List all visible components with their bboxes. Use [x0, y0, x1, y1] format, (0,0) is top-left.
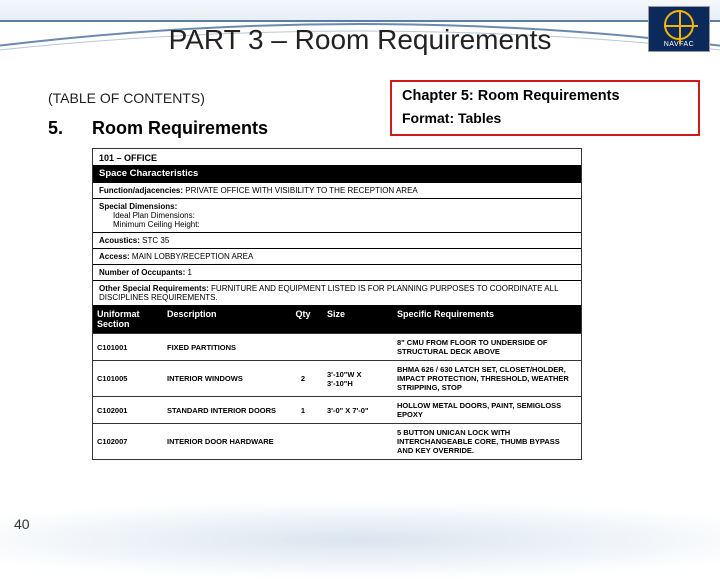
- special-dim-label: Special Dimensions:: [99, 202, 575, 211]
- cell-qty: 1: [283, 402, 323, 419]
- access-value: MAIN LOBBY/RECEPTION AREA: [132, 252, 253, 261]
- table-row: C102007 INTERIOR DOOR HARDWARE 5 BUTTON …: [93, 423, 581, 459]
- callout-line-1: Chapter 5: Room Requirements: [402, 88, 688, 104]
- space-characteristics-header: Space Characteristics: [93, 165, 581, 182]
- cell-desc: INTERIOR WINDOWS: [163, 370, 283, 387]
- cell-desc: INTERIOR DOOR HARDWARE: [163, 433, 283, 450]
- footer-glow: [0, 500, 720, 580]
- cell-spec: HOLLOW METAL DOORS, PAINT, SEMIGLOSS EPO…: [393, 397, 581, 423]
- occupants-label: Number of Occupants:: [99, 268, 185, 277]
- slide-number: 40: [14, 516, 30, 532]
- room-code: 101 – OFFICE: [93, 149, 581, 165]
- callout-line-2: Format: Tables: [402, 110, 688, 126]
- th-size: Size: [323, 305, 393, 333]
- room-spec-document: 101 – OFFICE Space Characteristics Funct…: [92, 148, 582, 460]
- cell-size: [323, 438, 393, 446]
- th-uniformat: Uniformat Section: [93, 305, 163, 333]
- cell-spec: 8" CMU FROM FLOOR TO UNDERSIDE OF STRUCT…: [393, 334, 581, 360]
- special-dim-a: Ideal Plan Dimensions:: [99, 211, 575, 220]
- field-occupants: Number of Occupants: 1: [93, 264, 581, 280]
- cell-qty: [283, 438, 323, 446]
- function-value: PRIVATE OFFICE WITH VISIBILITY TO THE RE…: [185, 186, 418, 195]
- cell-code: C101005: [93, 370, 163, 387]
- special-dim-b: Minimum Ceiling Height:: [99, 220, 575, 229]
- field-acoustics: Acoustics: STC 35: [93, 232, 581, 248]
- acoustics-label: Acoustics:: [99, 236, 140, 245]
- cell-size: 3'-10"W X 3'-10"H: [323, 366, 393, 392]
- cell-qty: 2: [283, 370, 323, 387]
- access-label: Access:: [99, 252, 130, 261]
- cell-qty: [283, 343, 323, 351]
- table-row: C102001 STANDARD INTERIOR DOORS 1 3'-0" …: [93, 396, 581, 423]
- cell-code: C102001: [93, 402, 163, 419]
- other-label: Other Special Requirements:: [99, 284, 209, 293]
- th-description: Description: [163, 305, 283, 333]
- cell-size: [323, 343, 393, 351]
- th-specific: Specific Requirements: [393, 305, 581, 333]
- section-number: 5.: [48, 118, 63, 139]
- callout-box: Chapter 5: Room Requirements Format: Tab…: [390, 80, 700, 136]
- occupants-value: 1: [187, 268, 191, 277]
- cell-code: C101001: [93, 339, 163, 356]
- field-access: Access: MAIN LOBBY/RECEPTION AREA: [93, 248, 581, 264]
- acoustics-value: STC 35: [142, 236, 169, 245]
- function-label: Function/adjacencies:: [99, 186, 183, 195]
- cell-size: 3'-0" X 7'-0": [323, 402, 393, 419]
- field-other: Other Special Requirements: FURNITURE AN…: [93, 280, 581, 305]
- table-header-row: Uniformat Section Description Qty Size S…: [93, 305, 581, 333]
- toc-label: (TABLE OF CONTENTS): [48, 90, 205, 106]
- field-function: Function/adjacencies: PRIVATE OFFICE WIT…: [93, 182, 581, 198]
- table-row: C101001 FIXED PARTITIONS 8" CMU FROM FLO…: [93, 333, 581, 360]
- slide-title: PART 3 – Room Requirements: [0, 24, 720, 56]
- cell-desc: STANDARD INTERIOR DOORS: [163, 402, 283, 419]
- cell-code: C102007: [93, 433, 163, 450]
- table-row: C101005 INTERIOR WINDOWS 2 3'-10"W X 3'-…: [93, 360, 581, 396]
- section-heading: Room Requirements: [92, 118, 268, 139]
- field-special-dimensions: Special Dimensions: Ideal Plan Dimension…: [93, 198, 581, 232]
- cell-spec: 5 BUTTON UNICAN LOCK WITH INTERCHANGEABL…: [393, 424, 581, 459]
- th-qty: Qty: [283, 305, 323, 333]
- cell-spec: BHMA 626 / 630 LATCH SET, CLOSET/HOLDER,…: [393, 361, 581, 396]
- cell-desc: FIXED PARTITIONS: [163, 339, 283, 356]
